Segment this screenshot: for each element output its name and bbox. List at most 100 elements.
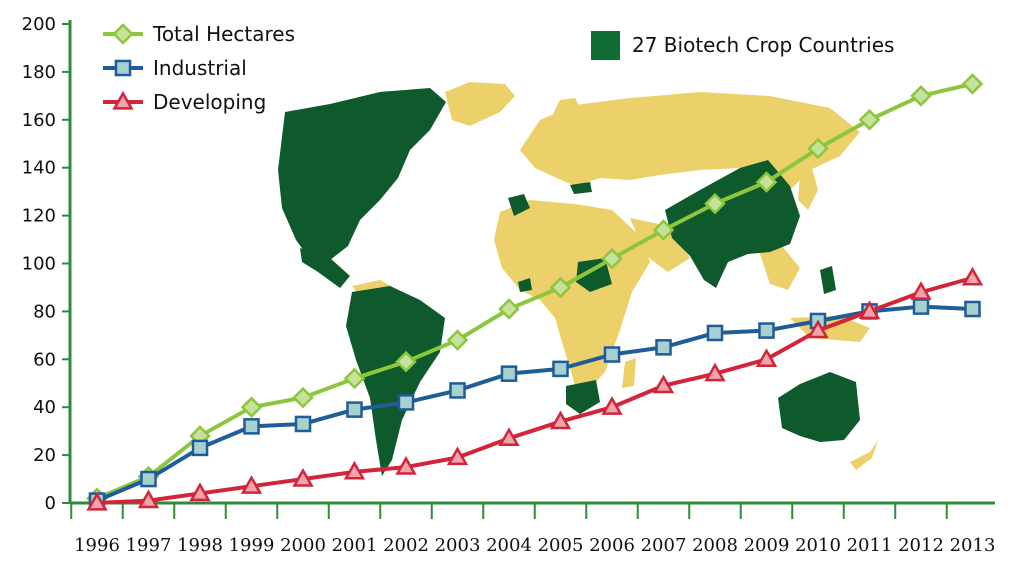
legend-item: Developing xyxy=(103,90,266,114)
data-point xyxy=(500,365,518,382)
data-point xyxy=(552,360,569,378)
y-tick-label: 180 xyxy=(22,62,56,83)
y-tick-label: 100 xyxy=(22,254,56,275)
data-point xyxy=(858,109,881,131)
data-point xyxy=(292,386,314,409)
series-line xyxy=(96,81,973,501)
data-point xyxy=(961,266,984,286)
y-tick-label: 20 xyxy=(33,445,56,466)
x-tick-label: 2006 xyxy=(589,535,635,556)
data-point xyxy=(292,467,314,487)
series-line xyxy=(96,275,974,505)
x-tick-label: 1996 xyxy=(74,535,120,556)
legend-marker xyxy=(114,59,132,77)
data-point xyxy=(961,73,984,95)
series-layer xyxy=(86,73,984,511)
y-tick-label: 40 xyxy=(33,397,56,418)
data-point xyxy=(243,418,260,435)
series-total-hectares xyxy=(86,73,984,509)
map-legend: 27 Biotech Crop Countries xyxy=(591,31,894,60)
map-legend-swatch xyxy=(591,31,620,60)
data-point xyxy=(758,322,775,339)
x-axis-ticks: 1996 1997 1998 1999 2000 2001 2002 2003 2004 2005… xyxy=(70,503,996,556)
map-biotech-regions xyxy=(278,88,860,476)
data-point xyxy=(807,319,829,339)
data-point xyxy=(498,427,520,446)
x-tick-label: 2000 xyxy=(280,535,326,556)
data-point xyxy=(706,324,724,342)
data-point xyxy=(240,396,263,418)
data-point xyxy=(449,382,466,399)
legend-marker xyxy=(112,23,134,45)
data-point xyxy=(652,219,675,241)
data-point xyxy=(498,298,520,320)
data-point xyxy=(346,401,363,418)
x-tick-label: 1999 xyxy=(229,535,275,556)
data-point xyxy=(601,247,623,270)
y-tick-label: 60 xyxy=(33,349,56,370)
data-point xyxy=(910,85,932,107)
data-point xyxy=(395,456,417,475)
series-developing xyxy=(86,266,984,511)
x-tick-label: 2001 xyxy=(332,535,378,556)
y-tick-label: 140 xyxy=(22,158,56,179)
legend-item: Industrial xyxy=(103,56,247,80)
data-point xyxy=(343,460,366,480)
data-point xyxy=(446,446,469,466)
data-point xyxy=(655,339,672,356)
legend-item: Total Hectares xyxy=(103,22,295,46)
x-tick-label: 2009 xyxy=(744,535,790,556)
x-tick-label: 2012 xyxy=(898,535,944,556)
data-point xyxy=(140,470,157,488)
data-point xyxy=(858,300,881,320)
data-point xyxy=(86,491,108,511)
y-axis-ticks: 0 20 40 60 80 100 120 140 160 180 200 xyxy=(22,14,70,514)
data-point xyxy=(910,281,932,300)
x-tick-label: 2011 xyxy=(847,535,893,556)
data-point xyxy=(549,276,572,299)
series-legend: Total Hectares Industrial Developing xyxy=(103,22,295,114)
data-point xyxy=(549,410,572,430)
data-point xyxy=(240,475,263,494)
data-point xyxy=(294,415,312,433)
chart-axes xyxy=(68,20,995,505)
x-tick-label: 2010 xyxy=(795,535,841,556)
data-point xyxy=(189,482,211,502)
map-legend-label: 27 Biotech Crop Countries xyxy=(632,33,894,57)
x-tick-label: 1998 xyxy=(177,535,223,556)
x-tick-label: 2002 xyxy=(383,535,429,556)
data-point xyxy=(397,394,415,411)
data-point xyxy=(395,350,417,373)
legend-label: Developing xyxy=(153,90,266,114)
y-tick-label: 200 xyxy=(22,14,56,35)
x-tick-label: 2007 xyxy=(641,535,687,556)
x-tick-label: 2004 xyxy=(486,535,532,556)
y-tick-label: 120 xyxy=(22,206,56,227)
data-point xyxy=(807,137,829,160)
data-point xyxy=(137,489,160,509)
data-point xyxy=(755,348,778,367)
data-point xyxy=(704,362,726,382)
legend-label: Industrial xyxy=(153,56,247,80)
data-point xyxy=(343,367,366,390)
data-point xyxy=(755,171,778,193)
x-tick-label: 2003 xyxy=(435,535,481,556)
legend-label: Total Hectares xyxy=(152,22,295,46)
data-point xyxy=(964,300,981,318)
data-point xyxy=(191,439,209,457)
x-tick-label: 1997 xyxy=(126,535,172,556)
data-point xyxy=(603,346,621,363)
data-point xyxy=(601,396,623,415)
series-industrial xyxy=(88,298,981,509)
x-tick-label: 2013 xyxy=(950,535,996,556)
y-tick-label: 160 xyxy=(22,110,56,131)
y-tick-label: 80 xyxy=(33,301,56,322)
legend-marker xyxy=(112,90,134,110)
data-point xyxy=(704,192,726,215)
data-point xyxy=(652,374,675,394)
data-point xyxy=(446,329,469,351)
x-tick-label: 2005 xyxy=(538,535,584,556)
data-point xyxy=(912,298,930,315)
y-tick-label: 0 xyxy=(45,493,56,514)
